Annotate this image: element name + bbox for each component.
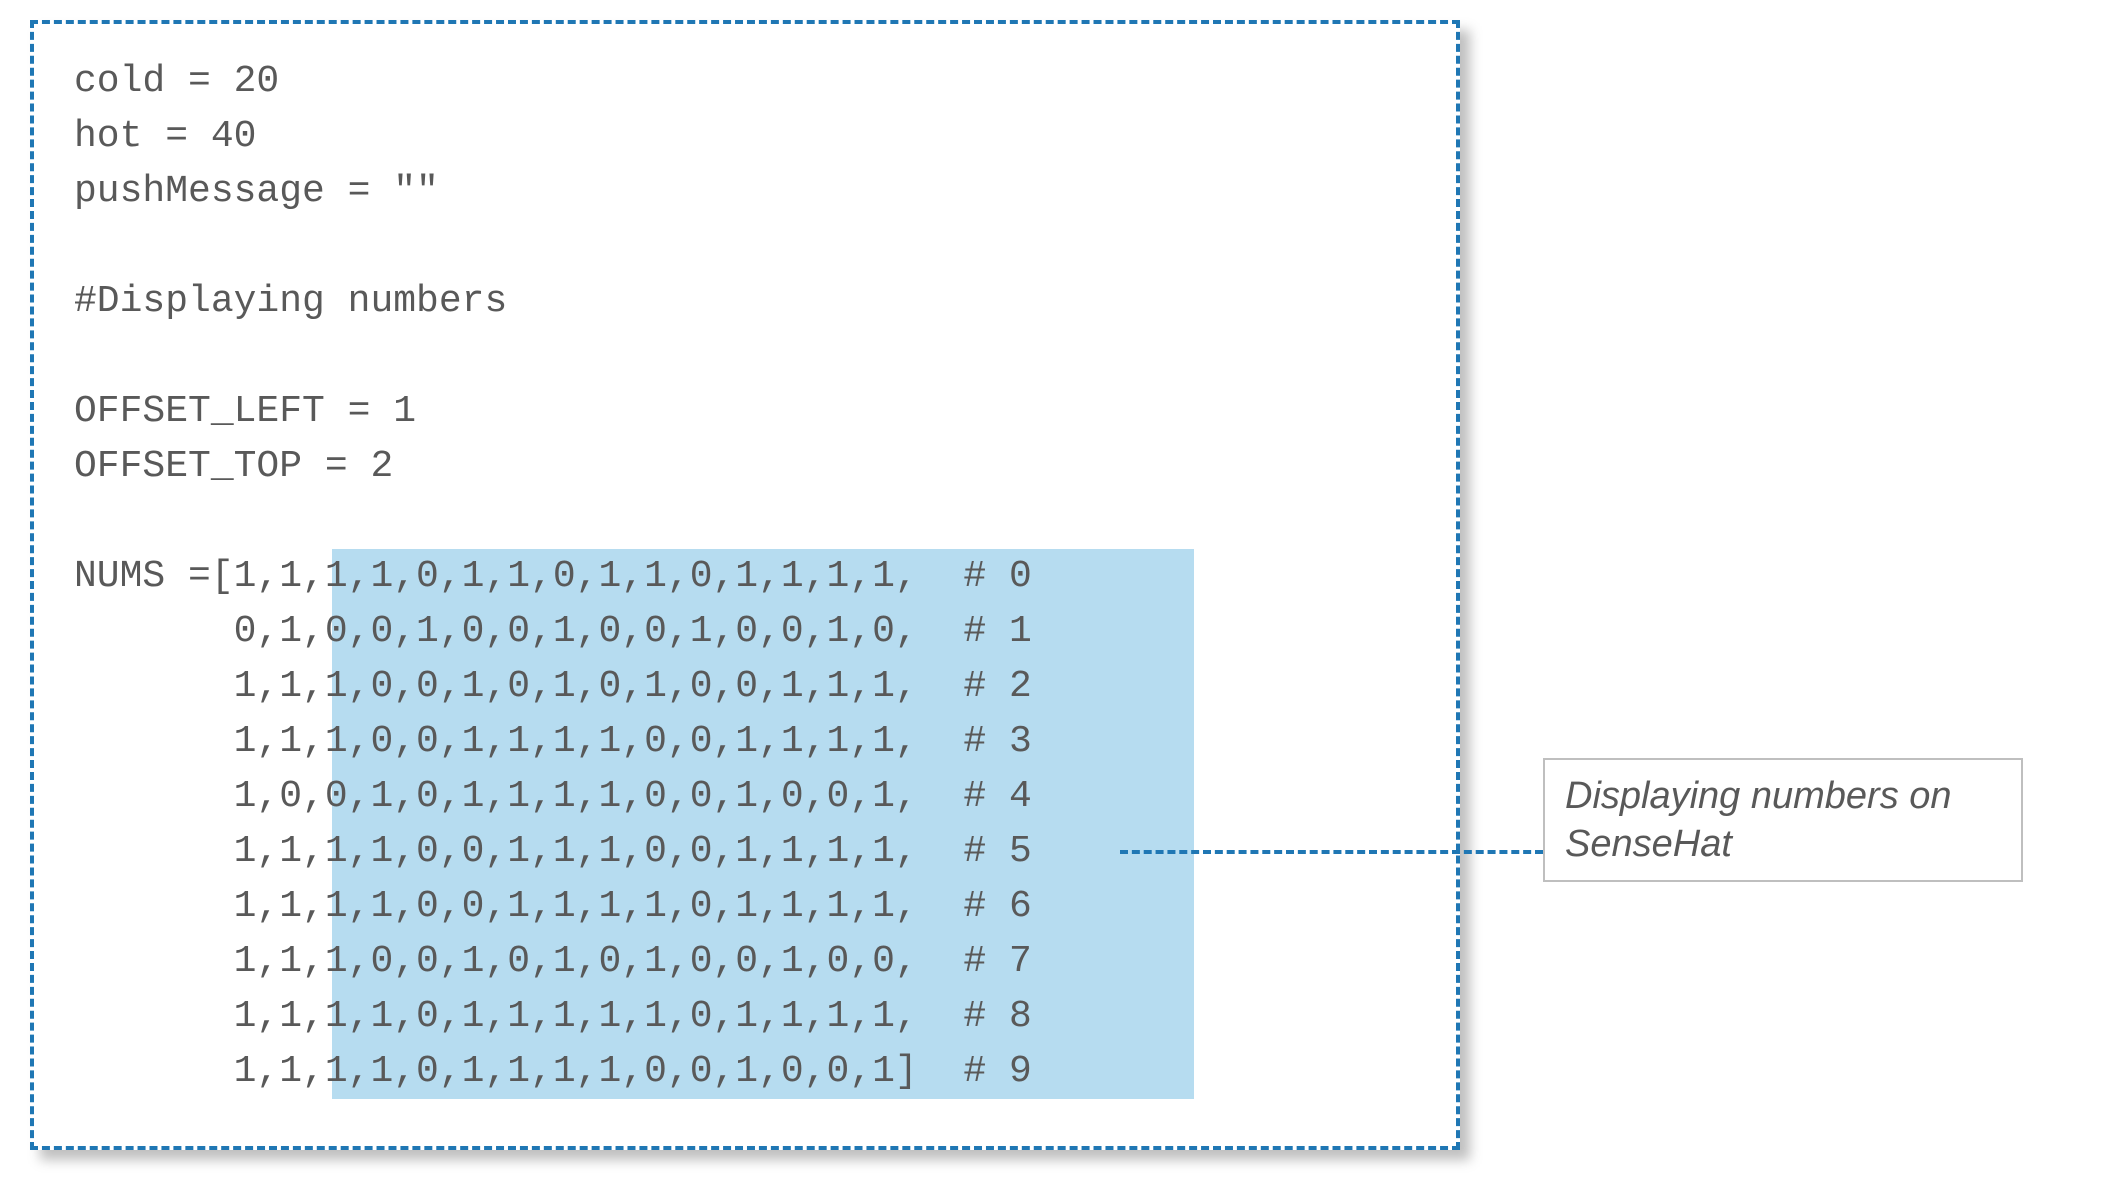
code-line: cold = 20 [74, 54, 1416, 109]
nums-row: 1,1,1,1,0,1,1,1,1,0,0,1,0,0,1] # 9 [74, 1044, 1416, 1099]
nums-row: NUMS =[1,1,1,1,0,1,1,0,1,1,0,1,1,1,1, # … [74, 549, 1416, 604]
nums-row: 1,1,1,0,0,1,0,1,0,1,0,0,1,1,1, # 2 [74, 659, 1416, 714]
callout-connector-line [1120, 850, 1543, 854]
code-line: pushMessage = "" [74, 164, 1416, 219]
nums-row: 1,1,1,0,0,1,1,1,1,0,0,1,1,1,1, # 3 [74, 714, 1416, 769]
nums-row: 1,1,1,0,0,1,0,1,0,1,0,0,1,0,0, # 7 [74, 934, 1416, 989]
code-line: hot = 40 [74, 109, 1416, 164]
nums-row: 1,1,1,1,0,1,1,1,1,1,0,1,1,1,1, # 8 [74, 989, 1416, 1044]
code-line [74, 329, 1416, 384]
callout-text-line1: Displaying numbers on [1565, 772, 2001, 820]
callout-box: Displaying numbers on SenseHat [1543, 758, 2023, 882]
nums-row: 0,1,0,0,1,0,0,1,0,0,1,0,0,1,0, # 1 [74, 604, 1416, 659]
nums-array-block: NUMS =[1,1,1,1,0,1,1,0,1,1,0,1,1,1,1, # … [74, 549, 1416, 1099]
code-line [74, 219, 1416, 274]
code-line: OFFSET_TOP = 2 [74, 439, 1416, 494]
code-line [74, 494, 1416, 549]
code-box: cold = 20hot = 40pushMessage = "" #Displ… [30, 20, 1460, 1150]
code-top-lines: cold = 20hot = 40pushMessage = "" #Displ… [74, 54, 1416, 549]
callout-text-line2: SenseHat [1565, 820, 2001, 868]
nums-lines-container: NUMS =[1,1,1,1,0,1,1,0,1,1,0,1,1,1,1, # … [74, 549, 1416, 1099]
nums-row: 1,0,0,1,0,1,1,1,1,0,0,1,0,0,1, # 4 [74, 769, 1416, 824]
nums-row: 1,1,1,1,0,0,1,1,1,1,0,1,1,1,1, # 6 [74, 879, 1416, 934]
code-line: #Displaying numbers [74, 274, 1416, 329]
code-line: OFFSET_LEFT = 1 [74, 384, 1416, 439]
